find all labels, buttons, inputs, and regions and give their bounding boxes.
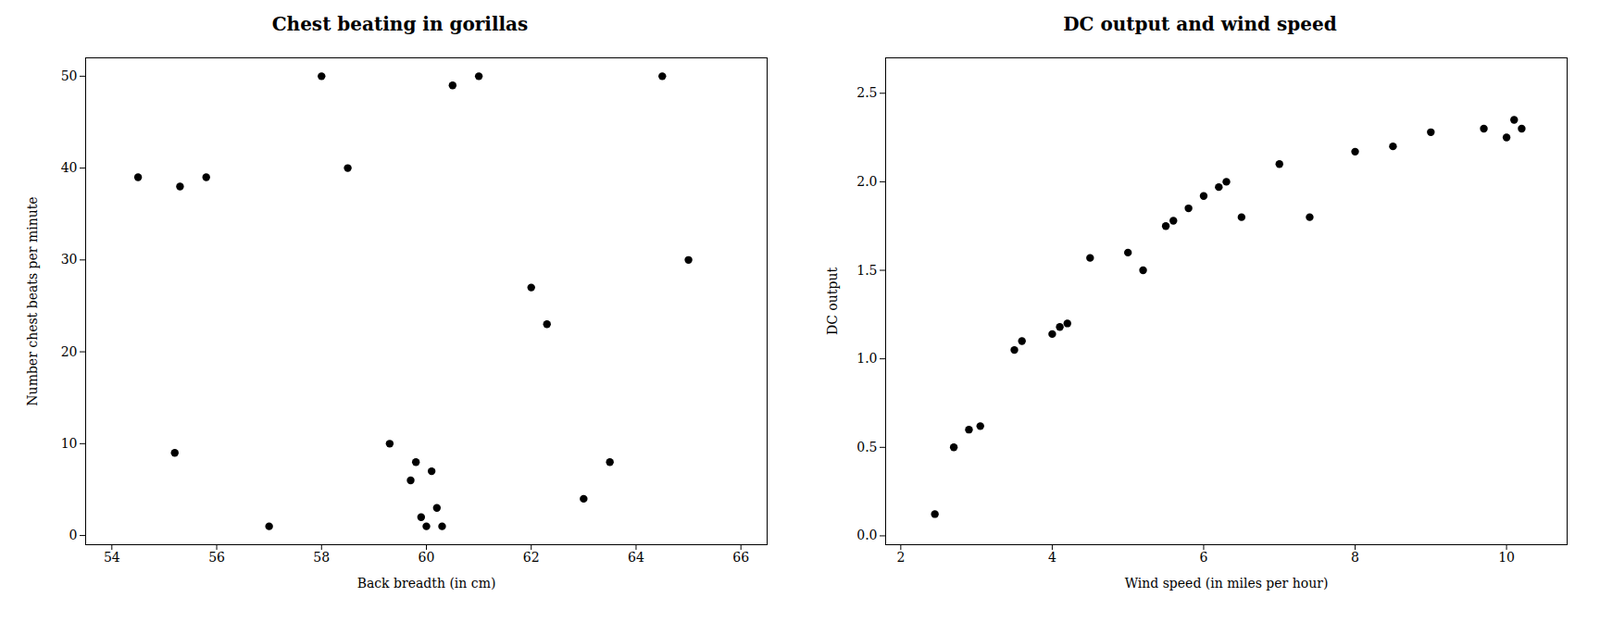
svg-text:1.0: 1.0 bbox=[856, 350, 877, 366]
svg-text:2.0: 2.0 bbox=[856, 174, 877, 189]
svg-text:1.5: 1.5 bbox=[856, 262, 877, 278]
svg-text:20: 20 bbox=[61, 344, 78, 360]
svg-text:Wind speed (in miles per hour): Wind speed (in miles per hour) bbox=[1125, 575, 1329, 591]
svg-text:0: 0 bbox=[69, 527, 78, 543]
svg-text:0.0: 0.0 bbox=[856, 527, 877, 543]
svg-text:10: 10 bbox=[1498, 550, 1515, 565]
svg-text:60: 60 bbox=[418, 550, 436, 565]
svg-text:Back breadth (in cm): Back breadth (in cm) bbox=[357, 575, 497, 591]
svg-text:40: 40 bbox=[61, 160, 78, 175]
svg-text:30: 30 bbox=[61, 251, 78, 267]
svg-text:2.5: 2.5 bbox=[856, 85, 877, 100]
html-text:DC output and wind speed: DC output and wind speed bbox=[1063, 12, 1337, 36]
svg-text:58: 58 bbox=[312, 550, 330, 565]
svg-text:DC output: DC output bbox=[825, 267, 840, 336]
svg-text:66: 66 bbox=[732, 550, 750, 565]
svg-text:50: 50 bbox=[61, 68, 78, 84]
svg-text:56: 56 bbox=[208, 550, 225, 565]
svg-text:10: 10 bbox=[61, 436, 78, 451]
svg-text:54: 54 bbox=[103, 550, 121, 565]
svg-text:64: 64 bbox=[627, 550, 645, 565]
svg-text:Number chest beats per minute: Number chest beats per minute bbox=[25, 196, 40, 406]
svg-text:6: 6 bbox=[1200, 550, 1209, 565]
html-text:Chest beating in gorillas: Chest beating in gorillas bbox=[271, 12, 529, 36]
svg-text:62: 62 bbox=[523, 550, 540, 565]
svg-text:2: 2 bbox=[896, 550, 905, 565]
svg-text:4: 4 bbox=[1048, 550, 1057, 565]
svg-text:0.5: 0.5 bbox=[856, 439, 877, 455]
svg-text:8: 8 bbox=[1350, 550, 1360, 565]
